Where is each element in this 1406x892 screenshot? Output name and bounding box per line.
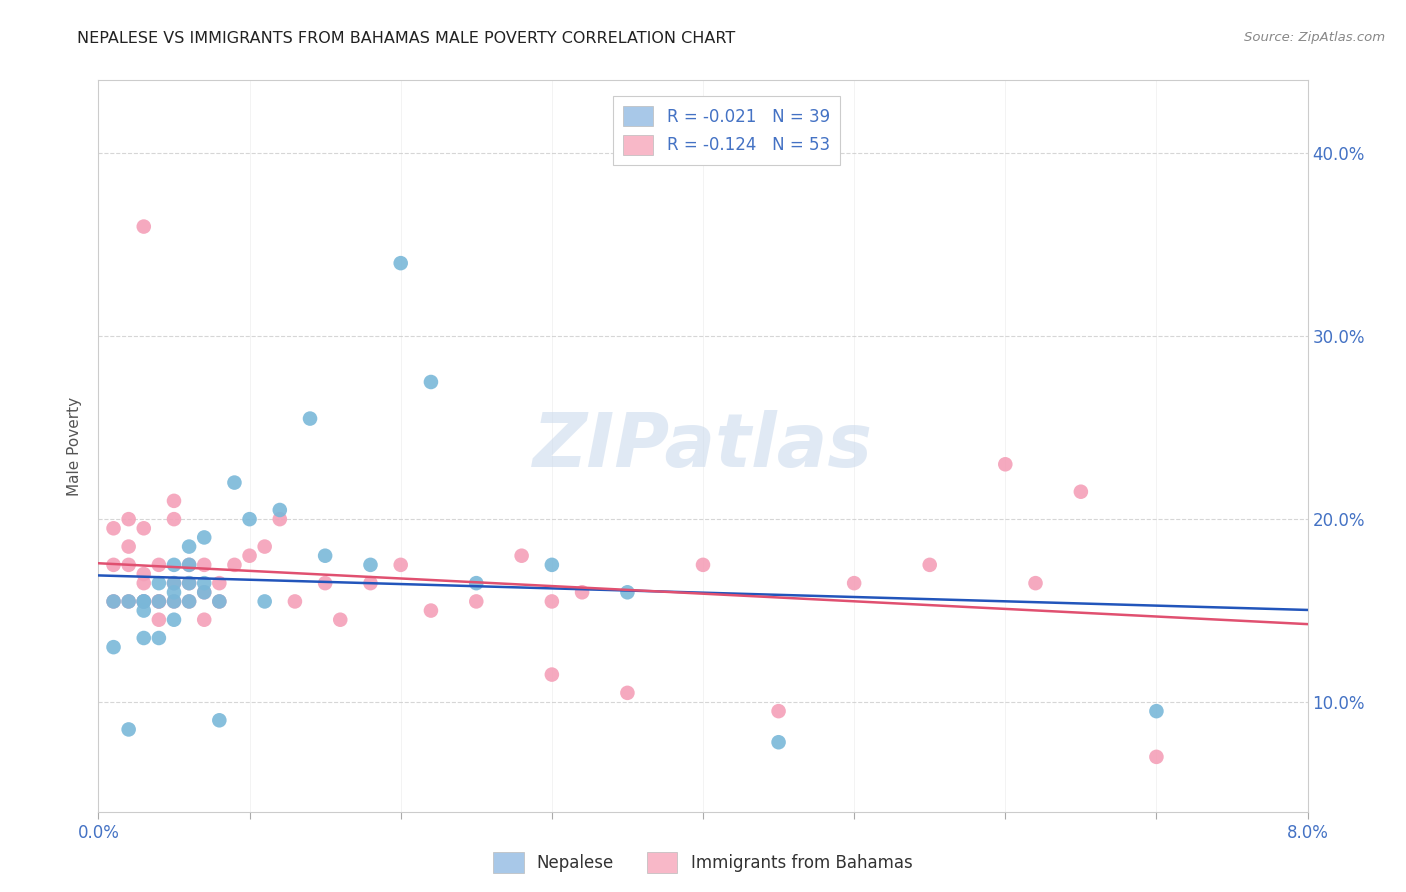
Point (208, 576, 231, 591)
Point (132, 567, 155, 582)
Point (1070, 484, 1092, 499)
Point (994, 457, 1017, 471)
Legend: R = -0.021   N = 39, R = -0.124   N = 53: R = -0.021 N = 39, R = -0.124 N = 53 (613, 96, 839, 165)
Point (389, 558, 412, 572)
Point (132, 631, 155, 645)
Point (510, 549, 533, 563)
Point (253, 540, 276, 554)
Point (314, 549, 336, 563)
Point (239, 549, 262, 563)
Point (132, 603, 155, 617)
Point (118, 594, 141, 608)
Text: Source: ZipAtlas.com: Source: ZipAtlas.com (1244, 31, 1385, 45)
Point (118, 512, 141, 526)
Point (132, 594, 155, 608)
Text: NEPALESE VS IMMIGRANTS FROM BAHAMAS MALE POVERTY CORRELATION CHART: NEPALESE VS IMMIGRANTS FROM BAHAMAS MALE… (77, 31, 735, 46)
Point (239, 512, 262, 526)
Point (284, 594, 307, 608)
Point (465, 594, 488, 608)
Point (103, 558, 125, 572)
Point (118, 594, 141, 608)
Point (132, 594, 155, 608)
Point (118, 558, 141, 572)
Point (540, 667, 562, 681)
Point (163, 613, 186, 627)
Point (193, 558, 215, 572)
Point (692, 558, 714, 572)
Point (314, 576, 336, 591)
Point (844, 576, 866, 591)
Legend: Nepalese, Immigrants from Bahamas: Nepalese, Immigrants from Bahamas (486, 846, 920, 880)
Point (616, 686, 638, 700)
Point (103, 521, 125, 535)
Point (148, 576, 170, 591)
Point (540, 558, 562, 572)
Point (163, 594, 186, 608)
Point (163, 576, 186, 591)
Point (768, 704, 790, 718)
Y-axis label: Male Poverty: Male Poverty (67, 396, 83, 496)
Point (132, 594, 155, 608)
Point (329, 613, 352, 627)
Point (1146, 704, 1168, 718)
Point (193, 585, 215, 599)
Point (179, 558, 201, 572)
Point (132, 594, 155, 608)
Point (103, 594, 125, 608)
Point (132, 576, 155, 591)
Point (148, 594, 170, 608)
Point (208, 714, 231, 728)
Point (299, 411, 322, 425)
Point (179, 558, 201, 572)
Point (118, 723, 141, 737)
Point (360, 576, 382, 591)
Point (768, 735, 790, 749)
Point (163, 558, 186, 572)
Point (163, 512, 186, 526)
Point (193, 613, 215, 627)
Point (208, 594, 231, 608)
Point (420, 375, 443, 389)
Point (1025, 576, 1047, 591)
Point (389, 256, 412, 270)
Point (193, 576, 215, 591)
Point (918, 558, 941, 572)
Point (360, 558, 382, 572)
Point (132, 219, 155, 234)
Point (224, 475, 246, 490)
Point (163, 594, 186, 608)
Point (179, 540, 201, 554)
Point (193, 530, 215, 544)
Point (179, 594, 201, 608)
Point (571, 585, 593, 599)
Point (269, 503, 291, 517)
Point (148, 613, 170, 627)
Text: ZIPatlas: ZIPatlas (533, 409, 873, 483)
Point (148, 594, 170, 608)
Point (148, 594, 170, 608)
Point (179, 594, 201, 608)
Point (465, 576, 488, 591)
Point (163, 585, 186, 599)
Point (269, 512, 291, 526)
Point (163, 494, 186, 508)
Point (540, 594, 562, 608)
Point (103, 640, 125, 655)
Point (148, 558, 170, 572)
Point (132, 521, 155, 535)
Point (193, 585, 215, 599)
Point (148, 631, 170, 645)
Point (616, 585, 638, 599)
Point (208, 594, 231, 608)
Point (1146, 749, 1168, 764)
Point (103, 594, 125, 608)
Point (224, 558, 246, 572)
Point (179, 576, 201, 591)
Point (179, 576, 201, 591)
Point (118, 540, 141, 554)
Point (163, 576, 186, 591)
Point (420, 603, 443, 617)
Point (253, 594, 276, 608)
